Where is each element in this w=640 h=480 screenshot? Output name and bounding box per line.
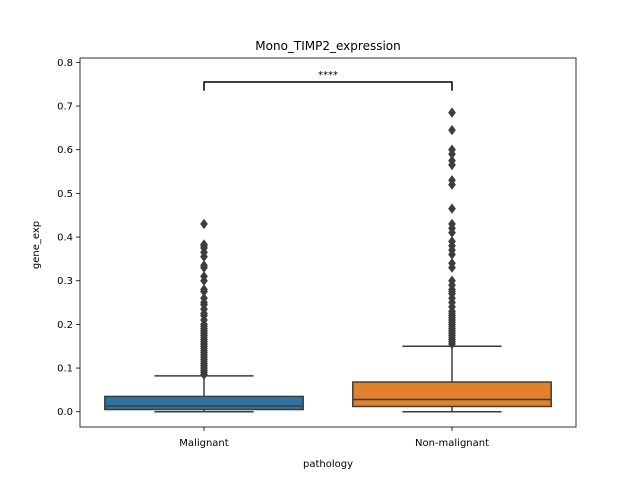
y-tick-label: 0.5 [57,189,73,200]
outlier-point [200,239,208,250]
outlier-point [200,284,208,295]
outlier-point [448,275,456,286]
outlier-point [448,155,456,166]
x-tick-label: Non-malignant [415,438,489,449]
plot-frame [79,57,577,428]
chart-title: Mono_TIMP2_expression [255,39,400,53]
outlier-point [200,260,208,271]
outlier-point [200,271,208,282]
outlier-point [448,144,456,155]
outlier-point [448,236,456,247]
significance-bracket [203,81,453,91]
outlier-point [448,124,456,136]
plot-area: 0.0 0.1 0.2 0.3 0.4 0.5 0.6 0.7 0.8 Malignant Non-… [57,57,577,449]
y-tick-label: 0.1 [57,364,73,375]
outlier-point [448,218,456,230]
x-tick-label: Malignant [179,438,228,449]
y-axis-label: gene_exp [31,221,42,269]
outlier-point [448,203,456,214]
box-0 [104,395,304,411]
x-axis-label: pathology [303,459,353,470]
y-tick-label: 0.3 [57,276,73,287]
outlier-point [200,292,208,304]
outlier-point [200,218,208,230]
outlier-point [448,107,456,118]
box-1 [352,381,552,408]
outlier-point [448,174,456,186]
y-tick-label: 0.0 [57,407,73,418]
y-tick-label: 0.8 [57,58,73,69]
y-tick-label: 0.4 [57,233,73,244]
y-tick-label: 0.2 [57,320,73,331]
y-tick-label: 0.7 [57,102,73,113]
y-tick-label: 0.6 [57,145,73,156]
significance-label: **** [318,70,338,81]
outlier-point [448,257,456,269]
